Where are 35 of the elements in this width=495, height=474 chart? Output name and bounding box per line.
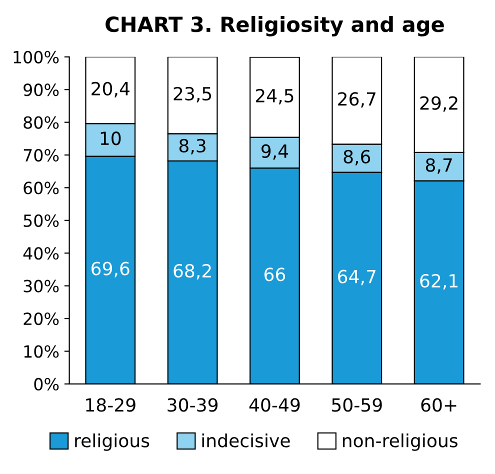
y-tick-label: 90%	[24, 84, 59, 96]
data-label: 24,5	[256, 88, 294, 104]
x-tick-label: 60+	[421, 398, 456, 412]
data-label: 8,6	[344, 150, 370, 166]
x-tick-label: 18-29	[86, 398, 136, 412]
data-label: 9,4	[262, 144, 288, 160]
data-label: 69,6	[92, 262, 130, 278]
data-label: 8,7	[426, 158, 452, 174]
y-tick-label: 50%	[24, 214, 59, 227]
chart-title: CHART 3. Religiosity and age	[106, 16, 444, 36]
y-tick-label: 0%	[34, 378, 59, 391]
x-tick-label: 30-39	[168, 398, 218, 412]
y-tick-label: 100%	[14, 50, 59, 64]
data-label: 68,2	[174, 264, 211, 280]
y-tick-label: 20%	[24, 312, 59, 326]
data-label: 23,5	[174, 86, 212, 102]
y-tick-label: 70%	[24, 148, 59, 162]
y-tick-label: 60%	[24, 182, 59, 194]
legend-label: non-religious	[342, 433, 458, 451]
legend-label: indecisive	[202, 433, 290, 448]
data-label: 20,4	[92, 82, 130, 98]
data-label: 26,7	[338, 92, 376, 108]
data-label: 8,3	[179, 138, 206, 154]
x-tick-label: 40-49	[249, 398, 300, 412]
x-tick-label: 50-59	[332, 398, 382, 412]
data-label: 64,7	[338, 270, 376, 286]
data-label: 10	[100, 132, 121, 146]
y-tick-label: 80%	[24, 116, 59, 129]
y-tick-label: 40%	[23, 247, 59, 260]
data-label: 66	[264, 268, 286, 282]
legend-label: religious	[75, 433, 150, 451]
data-label: 62,1	[420, 274, 458, 290]
y-tick-label: 30%	[24, 280, 59, 292]
y-tick-label: 10%	[24, 345, 59, 358]
data-label: 29,2	[420, 96, 458, 112]
